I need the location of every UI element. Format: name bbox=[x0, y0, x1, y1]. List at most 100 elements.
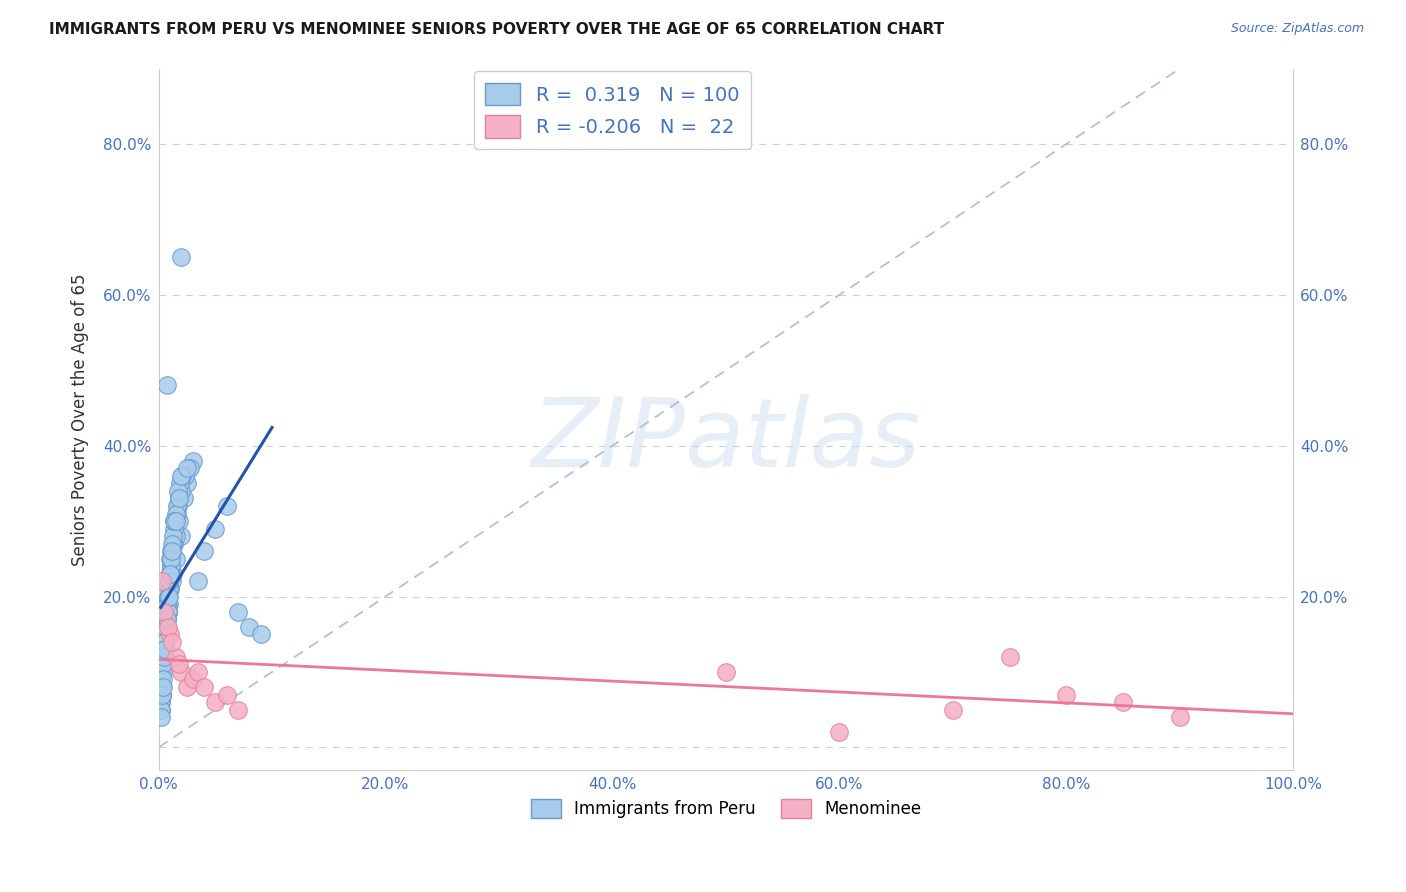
Point bbox=[159, 551, 181, 566]
Point bbox=[150, 688, 173, 702]
Point bbox=[153, 634, 176, 648]
Point bbox=[149, 703, 172, 717]
Point bbox=[155, 612, 177, 626]
Point bbox=[167, 491, 190, 506]
Point bbox=[155, 612, 177, 626]
Point bbox=[156, 605, 179, 619]
Point bbox=[181, 673, 204, 687]
Text: ZIPatlas: ZIPatlas bbox=[531, 393, 921, 487]
Point bbox=[187, 665, 209, 679]
Point bbox=[170, 665, 193, 679]
Point bbox=[159, 566, 181, 581]
Point bbox=[1168, 710, 1191, 724]
Point bbox=[157, 582, 180, 596]
Point bbox=[150, 688, 173, 702]
Point bbox=[167, 514, 190, 528]
Point bbox=[149, 710, 172, 724]
Point bbox=[163, 537, 186, 551]
Point bbox=[156, 590, 179, 604]
Point bbox=[160, 537, 183, 551]
Point bbox=[153, 605, 176, 619]
Point bbox=[152, 649, 174, 664]
Point bbox=[156, 590, 179, 604]
Point bbox=[998, 649, 1021, 664]
Point bbox=[215, 499, 238, 513]
Point bbox=[160, 551, 183, 566]
Point bbox=[187, 574, 209, 589]
Point bbox=[204, 522, 226, 536]
Point bbox=[156, 620, 179, 634]
Point bbox=[165, 514, 187, 528]
Point bbox=[238, 620, 260, 634]
Text: IMMIGRANTS FROM PERU VS MENOMINEE SENIORS POVERTY OVER THE AGE OF 65 CORRELATION: IMMIGRANTS FROM PERU VS MENOMINEE SENIOR… bbox=[49, 22, 945, 37]
Point bbox=[162, 566, 184, 581]
Point bbox=[160, 544, 183, 558]
Point bbox=[152, 680, 174, 694]
Point bbox=[152, 657, 174, 672]
Y-axis label: Seniors Poverty Over the Age of 65: Seniors Poverty Over the Age of 65 bbox=[72, 273, 89, 566]
Point bbox=[173, 468, 195, 483]
Point bbox=[157, 574, 180, 589]
Point bbox=[150, 680, 173, 694]
Point bbox=[157, 590, 180, 604]
Point bbox=[167, 657, 190, 672]
Point bbox=[170, 529, 193, 543]
Legend: Immigrants from Peru, Menominee: Immigrants from Peru, Menominee bbox=[524, 792, 928, 825]
Point bbox=[170, 468, 193, 483]
Point bbox=[149, 703, 172, 717]
Point bbox=[160, 559, 183, 574]
Point bbox=[176, 476, 198, 491]
Point bbox=[160, 634, 183, 648]
Point bbox=[173, 491, 195, 506]
Point bbox=[155, 612, 177, 626]
Point bbox=[169, 476, 191, 491]
Point bbox=[153, 649, 176, 664]
Point bbox=[167, 483, 190, 498]
Point bbox=[152, 673, 174, 687]
Point bbox=[149, 665, 172, 679]
Point bbox=[159, 566, 181, 581]
Point bbox=[149, 695, 172, 709]
Point bbox=[152, 642, 174, 657]
Point bbox=[155, 378, 177, 392]
Point bbox=[153, 649, 176, 664]
Point bbox=[152, 665, 174, 679]
Point bbox=[157, 574, 180, 589]
Point bbox=[150, 680, 173, 694]
Point bbox=[156, 605, 179, 619]
Point bbox=[153, 634, 176, 648]
Point bbox=[155, 627, 177, 641]
Point bbox=[150, 680, 173, 694]
Point bbox=[714, 665, 737, 679]
Point bbox=[170, 250, 193, 264]
Point bbox=[167, 491, 190, 506]
Point bbox=[155, 634, 177, 648]
Point bbox=[153, 642, 176, 657]
Point bbox=[162, 537, 184, 551]
Point bbox=[150, 688, 173, 702]
Point bbox=[170, 483, 193, 498]
Point bbox=[156, 605, 179, 619]
Point bbox=[176, 680, 198, 694]
Point bbox=[155, 627, 177, 641]
Point bbox=[149, 673, 172, 687]
Point bbox=[163, 514, 186, 528]
Point bbox=[150, 574, 173, 589]
Point bbox=[172, 468, 194, 483]
Point bbox=[1112, 695, 1135, 709]
Point bbox=[162, 529, 184, 543]
Point bbox=[193, 680, 215, 694]
Point bbox=[204, 695, 226, 709]
Point bbox=[160, 544, 183, 558]
Point bbox=[153, 642, 176, 657]
Point bbox=[155, 620, 177, 634]
Point bbox=[157, 597, 180, 611]
Point bbox=[150, 657, 173, 672]
Point bbox=[155, 642, 177, 657]
Point bbox=[226, 703, 249, 717]
Point bbox=[159, 627, 181, 641]
Point bbox=[163, 514, 186, 528]
Point bbox=[193, 544, 215, 558]
Point bbox=[155, 620, 177, 634]
Point bbox=[249, 627, 271, 641]
